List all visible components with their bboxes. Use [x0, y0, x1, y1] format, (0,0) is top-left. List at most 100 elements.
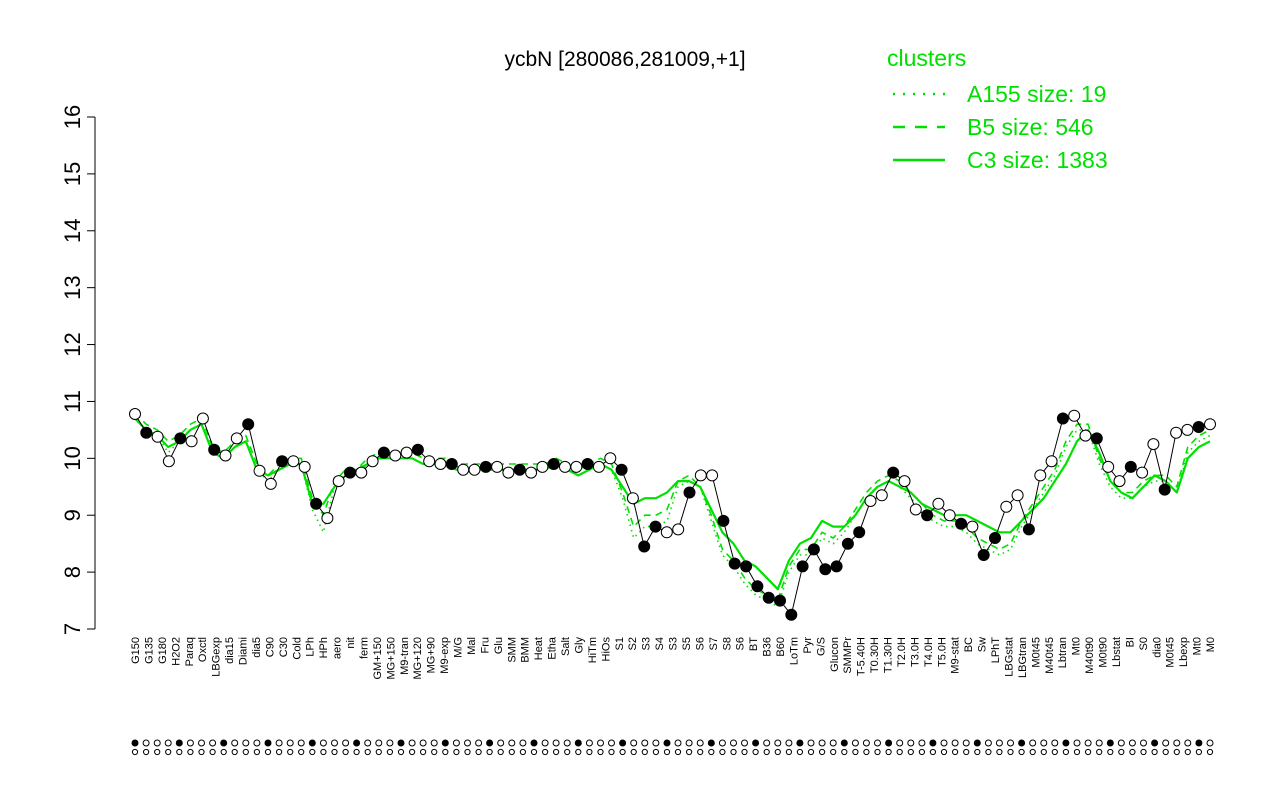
x-condition-marker	[1140, 739, 1147, 747]
x-condition-marker	[763, 748, 770, 756]
x-condition-marker	[652, 748, 660, 756]
x-condition-marker	[796, 739, 804, 747]
x-condition-marker	[508, 739, 516, 747]
data-point	[1124, 460, 1137, 473]
x-condition-marker	[1096, 748, 1103, 756]
x-tick-label: S6	[735, 637, 747, 650]
data-point	[332, 475, 345, 488]
x-condition-marker	[242, 739, 250, 747]
x-tick-label: S3	[668, 637, 680, 650]
y-tick-label: 10	[60, 446, 85, 470]
data-point	[830, 560, 843, 573]
legend-entry-label: C3 size: 1383	[967, 147, 1108, 173]
x-tick-label: M0	[1205, 637, 1217, 652]
x-condition-marker	[519, 748, 527, 756]
x-condition-marker	[862, 739, 870, 747]
x-condition-marker	[918, 739, 926, 747]
x-tick-label: BI	[1124, 637, 1136, 647]
x-condition-marker	[1195, 748, 1203, 756]
x-condition-marker	[475, 739, 483, 747]
x-condition-marker	[187, 748, 194, 756]
x-condition-marker	[896, 748, 903, 756]
data-point	[1102, 460, 1115, 473]
data-point	[955, 517, 968, 530]
data-point	[909, 503, 922, 516]
x-condition-marker	[597, 748, 604, 756]
x-condition-marker	[552, 739, 560, 747]
x-condition-marker	[619, 739, 627, 747]
x-condition-marker	[231, 748, 238, 756]
x-condition-marker	[131, 739, 139, 747]
x-tick-label: GM+150	[372, 637, 384, 680]
x-condition-marker	[442, 748, 449, 756]
x-condition-marker	[275, 739, 283, 747]
x-condition-marker	[585, 739, 593, 747]
x-condition-marker	[220, 739, 228, 747]
series-line	[134, 412, 1211, 602]
x-condition-marker	[752, 748, 759, 756]
x-condition-marker	[663, 739, 671, 747]
x-tick-label: Cold	[291, 637, 303, 660]
x-tick-label: G150	[130, 637, 142, 664]
legend-entry-label: B5 size: 546	[967, 114, 1094, 140]
data-point	[864, 495, 877, 507]
x-tick-label: B60	[775, 637, 787, 657]
data-point	[740, 560, 753, 573]
x-condition-marker	[1007, 739, 1014, 747]
x-condition-marker	[1085, 748, 1092, 756]
x-condition-marker	[1206, 739, 1214, 747]
x-condition-marker	[718, 739, 726, 747]
x-condition-marker	[785, 748, 793, 756]
y-tick-label: 8	[60, 566, 85, 578]
x-condition-marker	[785, 739, 793, 747]
x-condition-marker	[1007, 748, 1014, 756]
x-condition-marker	[619, 748, 626, 756]
x-condition-marker	[1029, 739, 1037, 747]
data-point	[196, 412, 209, 425]
data-point	[389, 449, 402, 462]
x-condition-marker	[918, 748, 926, 756]
x-condition-marker	[852, 748, 859, 756]
x-condition-marker	[1129, 748, 1136, 756]
data-point	[1034, 469, 1047, 482]
data-point	[287, 455, 300, 468]
x-tick-label: HiOs	[600, 637, 612, 662]
x-condition-marker	[452, 739, 460, 747]
plot-area	[129, 408, 1216, 621]
x-condition-marker	[409, 748, 416, 756]
x-condition-marker	[597, 739, 604, 747]
x-condition-marker	[575, 748, 582, 756]
x-condition-marker	[907, 739, 915, 747]
x-condition-marker	[441, 739, 449, 747]
x-tick-label: LPhT	[990, 637, 1002, 664]
data-point	[219, 449, 232, 462]
y-tick-label: 15	[60, 162, 85, 186]
x-condition-marker	[563, 739, 571, 747]
x-condition-marker	[907, 748, 914, 756]
x-condition-marker	[320, 748, 327, 756]
x-condition-marker	[375, 739, 383, 747]
data-point	[411, 443, 424, 456]
x-tick-label: H2O2	[170, 637, 182, 666]
x-tick-label: S5	[681, 637, 693, 650]
x-condition-marker	[1173, 739, 1181, 747]
x-condition-marker	[530, 748, 538, 756]
data-point	[921, 509, 934, 522]
x-condition-marker	[874, 739, 881, 747]
data-point	[683, 486, 696, 499]
y-tick-label: 16	[60, 105, 85, 129]
data-point	[513, 463, 526, 476]
x-tick-label: dia15	[224, 637, 236, 664]
x-condition-marker	[164, 739, 172, 747]
x-tick-label: T4.0H	[923, 637, 935, 667]
x-condition-marker	[630, 739, 638, 747]
data-point	[479, 460, 492, 473]
data-point	[242, 418, 255, 431]
x-condition-marker	[464, 748, 471, 756]
x-tick-label: Lbexp	[1178, 637, 1190, 667]
x-tick-label: S2	[627, 637, 639, 650]
x-tick-label: dia0	[1151, 637, 1163, 658]
data-point	[502, 466, 515, 479]
x-tick-label: M40t45	[1044, 637, 1056, 674]
x-condition-marker	[519, 739, 527, 747]
